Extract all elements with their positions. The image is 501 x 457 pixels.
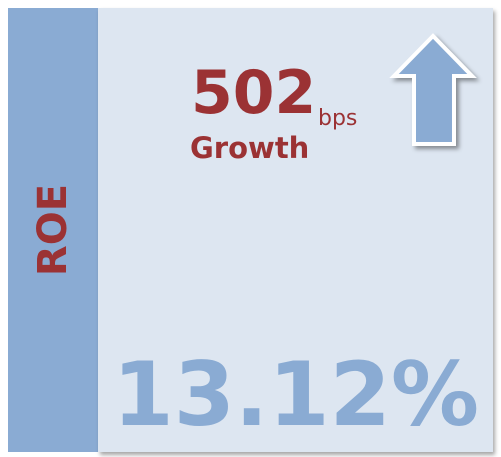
up-arrow bbox=[389, 33, 477, 146]
side-bar bbox=[8, 8, 98, 452]
arrow-shape bbox=[389, 33, 477, 146]
kpi-card: ROE 502 bps Growth 13.12% bbox=[8, 8, 493, 452]
change-caption: Growth bbox=[190, 131, 310, 165]
kpi-value: 13.12% bbox=[112, 343, 479, 446]
change-value: 502 bbox=[191, 58, 317, 128]
change-unit: bps bbox=[318, 106, 358, 131]
side-label: ROE bbox=[30, 183, 76, 277]
